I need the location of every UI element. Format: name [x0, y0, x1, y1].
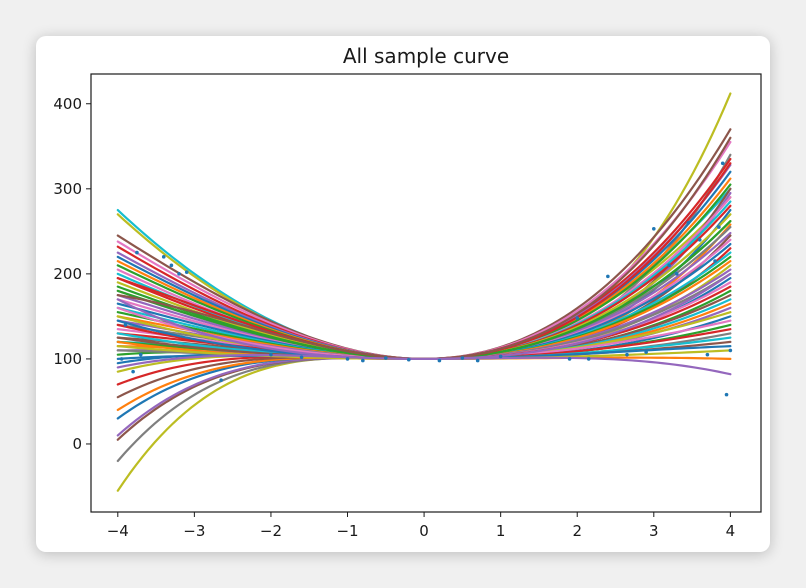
- chart-card: All sample curve −4 −3 −2 −1 0 1 2 3 4 0 100 200 30…: [36, 36, 770, 552]
- sample-point: [717, 225, 721, 229]
- sample-point: [697, 238, 702, 242]
- sample-point: [361, 358, 365, 363]
- x-tick-label: −3: [183, 522, 205, 540]
- y-tick-label: 400: [53, 95, 82, 113]
- sample-point: [625, 352, 629, 357]
- sample-point: [177, 272, 181, 276]
- chart-title: All sample curve: [343, 44, 509, 68]
- sample-point: [586, 357, 591, 361]
- y-axis: 0 100 200 300 400: [53, 95, 91, 453]
- sample-point: [713, 259, 717, 263]
- sample-points-group: [119, 161, 733, 397]
- x-tick-label: −4: [107, 522, 129, 540]
- sample-point: [299, 355, 304, 360]
- plot-frame: [90, 73, 762, 513]
- sample-point: [219, 378, 223, 382]
- x-axis: −4 −3 −2 −1 0 1 2 3 4: [107, 512, 735, 540]
- sample-point: [498, 354, 503, 359]
- sample-point: [135, 250, 139, 255]
- x-tick-label: 4: [726, 522, 736, 540]
- sample-point: [686, 221, 691, 225]
- sample-point: [575, 316, 580, 320]
- y-tick-label: 300: [53, 180, 82, 198]
- y-tick-label: 200: [53, 265, 82, 283]
- sample-point: [652, 226, 656, 231]
- sample-point: [406, 357, 411, 362]
- sample-point: [644, 350, 648, 354]
- x-tick-label: 0: [419, 522, 429, 540]
- sample-point: [728, 348, 733, 353]
- sample-point: [720, 161, 725, 166]
- sample-point: [667, 263, 671, 268]
- sample-point: [437, 358, 442, 363]
- line-chart: All sample curve −4 −3 −2 −1 0 1 2 3 4 0 100 200 30…: [53, 44, 762, 540]
- sample-point: [345, 357, 350, 361]
- sample-point: [169, 263, 174, 268]
- x-tick-label: 2: [572, 522, 582, 540]
- sample-point: [138, 352, 143, 357]
- sample-point: [123, 323, 128, 327]
- y-tick-label: 0: [72, 435, 82, 453]
- x-tick-label: −1: [336, 522, 358, 540]
- sample-point: [674, 272, 679, 276]
- sample-point: [606, 274, 610, 279]
- sample-point: [184, 270, 189, 274]
- series-line-56: [116, 272, 732, 369]
- sample-point: [131, 369, 135, 374]
- curves-group: [116, 92, 732, 492]
- sample-point: [475, 358, 480, 363]
- sample-point: [567, 357, 572, 361]
- x-tick-label: 3: [649, 522, 659, 540]
- y-tick-label: 100: [53, 350, 82, 368]
- sample-point: [460, 356, 465, 360]
- sample-point: [705, 352, 710, 357]
- sample-point: [161, 255, 166, 259]
- sample-point: [269, 352, 273, 357]
- x-tick-label: 1: [496, 522, 506, 540]
- sample-point: [119, 357, 124, 361]
- sample-point: [724, 392, 729, 397]
- x-tick-label: −2: [260, 522, 282, 540]
- sample-point: [384, 356, 388, 360]
